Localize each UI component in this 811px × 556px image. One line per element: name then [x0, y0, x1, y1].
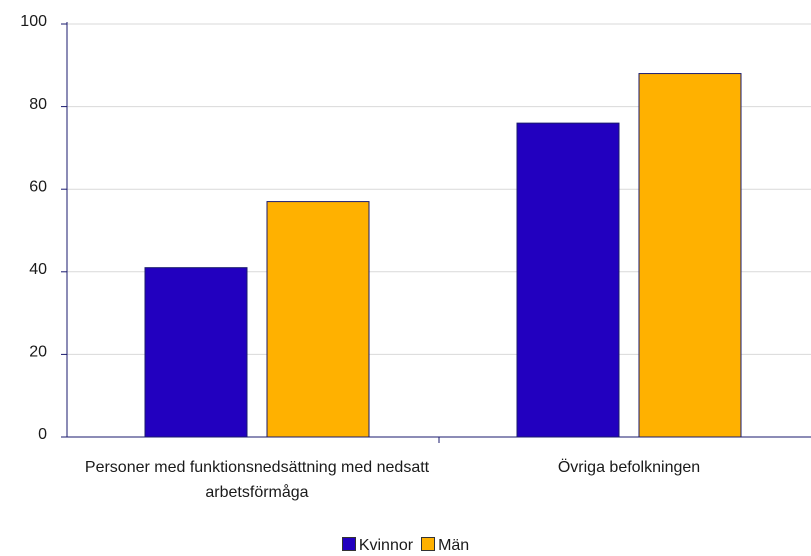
y-tick-label: 0	[38, 426, 47, 443]
legend-label: Kvinnor	[358, 537, 414, 554]
legend-item: Kvinnor	[341, 537, 414, 554]
bar	[266, 201, 370, 438]
x-tick-label: Personer med funktionsnedsättning med ne…	[84, 459, 430, 501]
y-tick-label: 80	[29, 96, 47, 113]
legend-swatch	[421, 537, 436, 551]
legend-label: Män	[438, 537, 470, 554]
legend: Kvinnor Män	[0, 537, 811, 555]
bar	[516, 122, 620, 438]
y-tick-label: 20	[29, 344, 47, 361]
y-tick-label: 100	[20, 13, 47, 30]
x-tick-label: Övriga befolkningen	[557, 459, 701, 476]
y-tick-label: 40	[29, 261, 47, 278]
bar	[638, 73, 742, 438]
legend-swatch	[341, 537, 356, 551]
y-tick-label: 60	[29, 178, 47, 195]
bar	[144, 267, 248, 438]
legend-item: Män	[421, 537, 469, 554]
